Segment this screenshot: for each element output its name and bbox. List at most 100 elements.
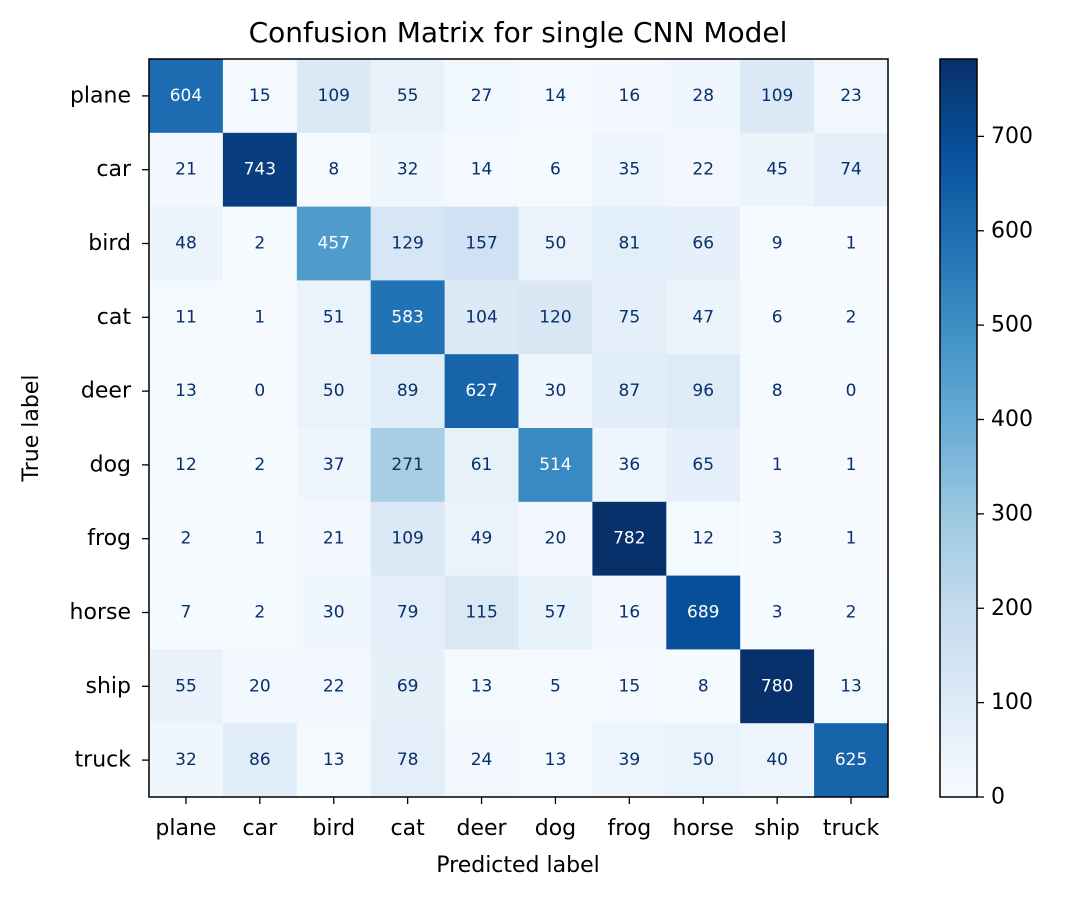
cell-value-label: 21 — [175, 160, 197, 180]
cell-value-label: 55 — [397, 86, 419, 106]
heatmap-cell — [149, 501, 224, 577]
cell-value-label: 21 — [323, 529, 345, 549]
cell-value-label: 8 — [698, 676, 709, 696]
heatmap-cell — [814, 501, 889, 577]
heatmap-cell — [592, 206, 667, 281]
cell-value-label: 3 — [772, 529, 783, 549]
heatmap-cell — [370, 723, 446, 798]
cell-value-label: 78 — [397, 750, 419, 770]
heatmap-cell — [370, 575, 446, 650]
y-tick-label: ship — [86, 674, 131, 699]
heatmap-cell — [518, 649, 593, 724]
cell-value-label: 13 — [323, 750, 345, 770]
cell-value-label: 0 — [254, 381, 265, 401]
heatmap-cell — [740, 132, 815, 208]
heatmap-cell — [222, 501, 298, 577]
heatmap-cell — [222, 428, 298, 503]
colorbar-tick-label: 200 — [991, 596, 1033, 621]
x-tick-label: car — [243, 816, 279, 841]
heatmap-cell — [296, 428, 372, 503]
heatmap-cell — [666, 575, 741, 650]
y-tick-label: frog — [87, 526, 131, 551]
x-tick-label: ship — [754, 816, 799, 841]
heatmap-cell — [149, 575, 224, 650]
cell-value-label: 86 — [249, 750, 271, 770]
cell-value-label: 75 — [619, 307, 641, 327]
cell-value-label: 1 — [254, 529, 265, 549]
cell-value-label: 12 — [175, 455, 197, 475]
x-tick-label: deer — [457, 816, 508, 841]
cell-value-label: 120 — [539, 307, 571, 327]
heatmap-cell — [149, 723, 224, 798]
y-tick-label: car — [96, 157, 132, 182]
cell-value-label: 2 — [846, 603, 857, 623]
heatmap-cell — [444, 206, 520, 281]
cell-value-label: 129 — [391, 234, 423, 254]
heatmap-cell — [518, 280, 593, 355]
heatmap-cell — [666, 501, 741, 577]
heatmap-cell — [222, 354, 298, 429]
heatmap-cell — [518, 132, 593, 208]
heatmap-cell — [740, 723, 815, 798]
heatmap-cell — [666, 354, 741, 429]
heatmap-cell — [592, 723, 667, 798]
cell-value-label: 157 — [465, 234, 497, 254]
heatmap-cell — [666, 649, 741, 724]
cell-value-label: 14 — [545, 86, 567, 106]
cell-value-label: 66 — [692, 234, 714, 254]
cell-value-label: 780 — [761, 676, 793, 696]
heatmap-cell — [592, 59, 667, 134]
heatmap-cell — [740, 575, 815, 650]
x-tick-label: cat — [391, 816, 426, 841]
cell-value-label: 50 — [545, 234, 567, 254]
heatmap-cell — [222, 575, 298, 650]
y-tick-label: dog — [90, 452, 131, 477]
cell-value-label: 1 — [846, 529, 857, 549]
cell-value-label: 457 — [318, 234, 350, 254]
cell-value-label: 35 — [619, 160, 641, 180]
cell-value-label: 20 — [249, 676, 271, 696]
colorbar-tick-label: 0 — [991, 785, 1005, 810]
heatmap-cell — [814, 132, 889, 208]
cell-value-label: 8 — [772, 381, 783, 401]
y-axis-ticks: plane car bird cat deer dog frog horse ship truck — [70, 83, 149, 773]
heatmap-cell — [740, 206, 815, 281]
cell-value-label: 514 — [539, 455, 571, 475]
heatmap-cell — [149, 280, 224, 355]
cell-value-label: 2 — [254, 603, 265, 623]
heatmap-cell — [370, 649, 446, 724]
heatmap-cell — [149, 132, 224, 208]
heatmap-cell — [740, 428, 815, 503]
heatmap-cell — [370, 501, 446, 577]
heatmap-cell — [814, 723, 889, 798]
heatmap-cell — [444, 59, 520, 134]
heatmap-cell — [444, 428, 520, 503]
colorbar-tick-label: 700 — [991, 124, 1033, 149]
cell-value-label: 32 — [175, 750, 197, 770]
cell-value-label: 2 — [181, 529, 192, 549]
heatmap-cell — [222, 280, 298, 355]
cell-value-label: 13 — [471, 676, 493, 696]
cell-value-label: 15 — [249, 86, 271, 106]
x-tick-label: frog — [607, 816, 651, 841]
cell-value-label: 96 — [692, 381, 714, 401]
cell-value-label: 47 — [692, 307, 714, 327]
x-tick-label: plane — [155, 816, 216, 841]
cell-value-label: 1 — [772, 455, 783, 475]
cell-value-label: 28 — [692, 86, 714, 106]
colorbar-tick-label: 100 — [991, 690, 1033, 715]
heatmap-cell — [814, 206, 889, 281]
colorbar-ticks: 0 100 200 300 400 500 600 700 — [977, 124, 1033, 810]
heatmap-cell — [666, 59, 741, 134]
heatmap-cell — [296, 59, 372, 134]
cell-value-label: 15 — [619, 676, 641, 696]
x-axis-label: Predicted label — [436, 853, 599, 878]
heatmap-cell — [444, 280, 520, 355]
cell-value-label: 16 — [619, 86, 641, 106]
cell-value-label: 39 — [619, 750, 641, 770]
cell-value-label: 27 — [471, 86, 493, 106]
x-tick-label: bird — [312, 816, 355, 841]
heatmap-cell — [370, 59, 446, 134]
cell-value-label: 5 — [550, 676, 561, 696]
